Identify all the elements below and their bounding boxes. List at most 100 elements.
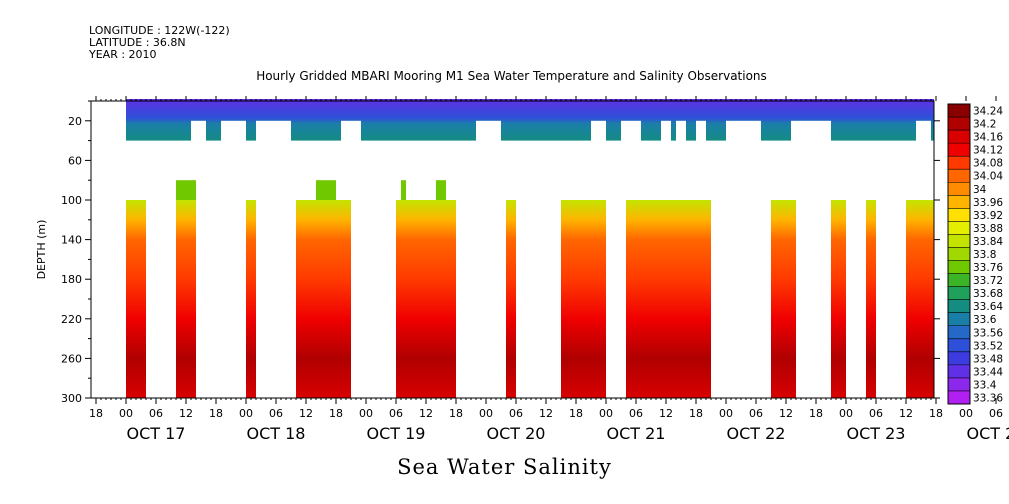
shallow-gap <box>936 120 946 142</box>
colorbar-label: 33.72 <box>973 275 1003 287</box>
colorbar-label: 33.92 <box>973 210 1003 222</box>
x-hour-label: 06 <box>269 407 283 420</box>
colorbar-swatch <box>948 130 970 144</box>
y-tick-label: 100 <box>61 194 82 207</box>
x-hour-label: 18 <box>569 407 583 420</box>
x-hour-label: 18 <box>449 407 463 420</box>
colorbar-label: 33.48 <box>973 353 1003 365</box>
colorbar-swatch <box>948 351 970 366</box>
shallow-gap <box>476 120 501 142</box>
x-hour-label: 12 <box>779 407 793 420</box>
x-hour-label: 12 <box>539 407 553 420</box>
longitude-label: LONGITUDE : 122W(-122) <box>89 24 230 37</box>
x-hour-label: 18 <box>329 407 343 420</box>
x-hour-label: 18 <box>89 407 103 420</box>
colorbar-swatch <box>948 390 970 405</box>
shallow-gap <box>661 120 671 142</box>
y-tick-label: 260 <box>61 352 82 365</box>
deep-gap <box>606 199 626 398</box>
deep-gap <box>146 199 176 398</box>
x-hour-label: 00 <box>839 407 853 420</box>
shallow-gap <box>676 120 686 142</box>
colorbar-swatch <box>948 169 970 183</box>
deep-gap <box>516 199 561 398</box>
x-hour-label: 12 <box>299 407 313 420</box>
colorbar-label: 34.04 <box>973 171 1003 183</box>
plot-frame <box>90 100 935 399</box>
deep-gap <box>351 199 396 398</box>
colorbar-swatch <box>948 312 970 327</box>
colorbar-swatch <box>948 208 970 222</box>
x-hour-label: 12 <box>659 407 673 420</box>
colorbar-swatch <box>948 247 970 262</box>
colorbar-label: 34.16 <box>973 132 1003 144</box>
deep-gap <box>256 199 296 398</box>
x-day-label: OCT 24 <box>967 424 1009 443</box>
deep-gap <box>876 199 906 398</box>
shallow-gap <box>591 120 606 142</box>
x-hour-label: 00 <box>239 407 253 420</box>
y-tick-label: 300 <box>61 392 82 405</box>
deep-gap <box>796 199 831 398</box>
colorbar: 34.2434.234.1634.1234.0834.043433.9633.9… <box>947 103 1003 405</box>
x-hour-label: 00 <box>359 407 373 420</box>
x-hour-label: 00 <box>479 407 493 420</box>
colorbar-label: 33.52 <box>973 340 1003 352</box>
colorbar-swatch <box>948 286 970 301</box>
y-tick-label: 60 <box>68 154 82 167</box>
colorbar-swatch <box>948 273 970 288</box>
colorbar-swatch <box>948 325 970 340</box>
colorbar-label: 33.84 <box>973 236 1003 248</box>
colorbar-label: 33.64 <box>973 301 1003 313</box>
colorbar-swatch <box>948 117 970 131</box>
colorbar-label: 34 <box>973 184 987 196</box>
patch-80m <box>316 180 336 200</box>
shallow-gap <box>791 120 831 142</box>
shallow-gap <box>221 120 246 142</box>
variable-title: Sea Water Salinity <box>397 455 612 479</box>
x-hour-label: 06 <box>989 407 1003 420</box>
shallow-gap <box>256 120 291 142</box>
x-hour-label: 12 <box>899 407 913 420</box>
x-day-label: OCT 22 <box>727 424 786 443</box>
colorbar-label: 33.6 <box>973 314 997 326</box>
colorbar-label: 33.88 <box>973 223 1003 235</box>
chart-title: Hourly Gridded MBARI Mooring M1 Sea Wate… <box>256 69 767 83</box>
shallow-gap <box>726 120 761 142</box>
x-hour-label: 18 <box>689 407 703 420</box>
x-hour-label: 06 <box>509 407 523 420</box>
x-hour-label: 06 <box>629 407 643 420</box>
y-tick-label: 140 <box>61 234 82 247</box>
colorbar-label: 34.2 <box>973 119 996 131</box>
colorbar-label: 33.96 <box>973 197 1003 209</box>
x-day-label: OCT 17 <box>127 424 186 443</box>
shallow-gap <box>916 120 931 142</box>
colorbar-swatch <box>948 143 970 157</box>
deep-gap <box>456 199 506 398</box>
x-hour-label: 18 <box>809 407 823 420</box>
x-day-label: OCT 20 <box>487 424 546 443</box>
colorbar-label: 33.4 <box>973 379 997 391</box>
x-day-label: OCT 23 <box>847 424 906 443</box>
shallow-gap <box>191 120 206 142</box>
patch-80m <box>401 180 406 200</box>
colorbar-label: 33.36 <box>973 392 1003 404</box>
deep-gap <box>711 199 771 398</box>
x-hour-label: 18 <box>929 407 943 420</box>
x-hour-label: 06 <box>149 407 163 420</box>
y-tick-label: 180 <box>61 273 82 286</box>
shallow-gap <box>341 120 361 142</box>
deep-gap <box>996 199 1009 398</box>
patch-80m <box>176 180 196 200</box>
plot-area <box>96 99 1009 398</box>
y-tick-label: 20 <box>68 115 82 128</box>
x-hour-label: 00 <box>119 407 133 420</box>
x-hour-label: 06 <box>749 407 763 420</box>
colorbar-label: 33.44 <box>973 366 1003 378</box>
colorbar-label: 34.12 <box>973 145 1003 157</box>
x-hour-label: 06 <box>389 407 403 420</box>
shallow-gap <box>96 99 126 142</box>
year-label: YEAR : 2010 <box>89 48 157 61</box>
x-hour-label: 12 <box>419 407 433 420</box>
